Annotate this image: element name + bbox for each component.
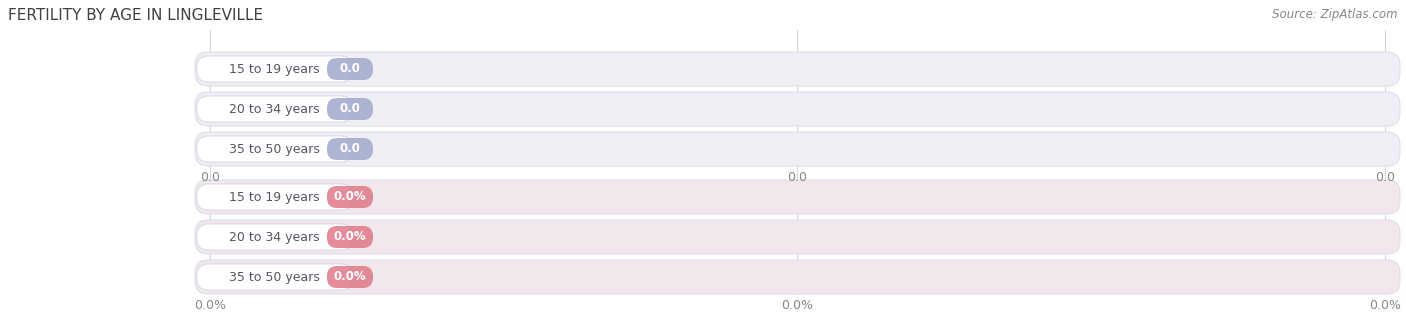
FancyBboxPatch shape (197, 56, 352, 82)
Text: 0.0%: 0.0% (780, 299, 813, 312)
Text: 0.0: 0.0 (200, 171, 219, 184)
FancyBboxPatch shape (328, 266, 373, 288)
FancyBboxPatch shape (197, 184, 352, 210)
FancyBboxPatch shape (195, 132, 1400, 166)
Text: 0.0%: 0.0% (194, 299, 226, 312)
FancyBboxPatch shape (328, 138, 373, 160)
Text: 0.0%: 0.0% (333, 271, 367, 283)
Text: 0.0: 0.0 (1375, 171, 1395, 184)
FancyBboxPatch shape (328, 58, 373, 80)
Text: 20 to 34 years: 20 to 34 years (229, 230, 319, 244)
Text: 15 to 19 years: 15 to 19 years (229, 190, 319, 204)
Text: 0.0: 0.0 (340, 62, 360, 76)
FancyBboxPatch shape (195, 260, 1400, 294)
FancyBboxPatch shape (195, 52, 1400, 86)
FancyBboxPatch shape (328, 186, 373, 208)
Text: 0.0%: 0.0% (333, 190, 367, 204)
FancyBboxPatch shape (195, 220, 1400, 254)
FancyBboxPatch shape (197, 136, 352, 162)
Text: 15 to 19 years: 15 to 19 years (229, 62, 319, 76)
Text: 0.0: 0.0 (340, 143, 360, 155)
Text: Source: ZipAtlas.com: Source: ZipAtlas.com (1272, 8, 1398, 21)
Text: 0.0: 0.0 (787, 171, 807, 184)
FancyBboxPatch shape (328, 226, 373, 248)
FancyBboxPatch shape (197, 264, 352, 290)
Text: FERTILITY BY AGE IN LINGLEVILLE: FERTILITY BY AGE IN LINGLEVILLE (8, 8, 263, 23)
FancyBboxPatch shape (195, 92, 1400, 126)
FancyBboxPatch shape (328, 98, 373, 120)
Text: 35 to 50 years: 35 to 50 years (229, 271, 321, 283)
Text: 35 to 50 years: 35 to 50 years (229, 143, 321, 155)
FancyBboxPatch shape (197, 96, 352, 122)
FancyBboxPatch shape (195, 180, 1400, 214)
Text: 20 to 34 years: 20 to 34 years (229, 103, 319, 115)
FancyBboxPatch shape (197, 224, 352, 250)
Text: 0.0: 0.0 (340, 103, 360, 115)
Text: 0.0%: 0.0% (333, 230, 367, 244)
Text: 0.0%: 0.0% (1369, 299, 1400, 312)
